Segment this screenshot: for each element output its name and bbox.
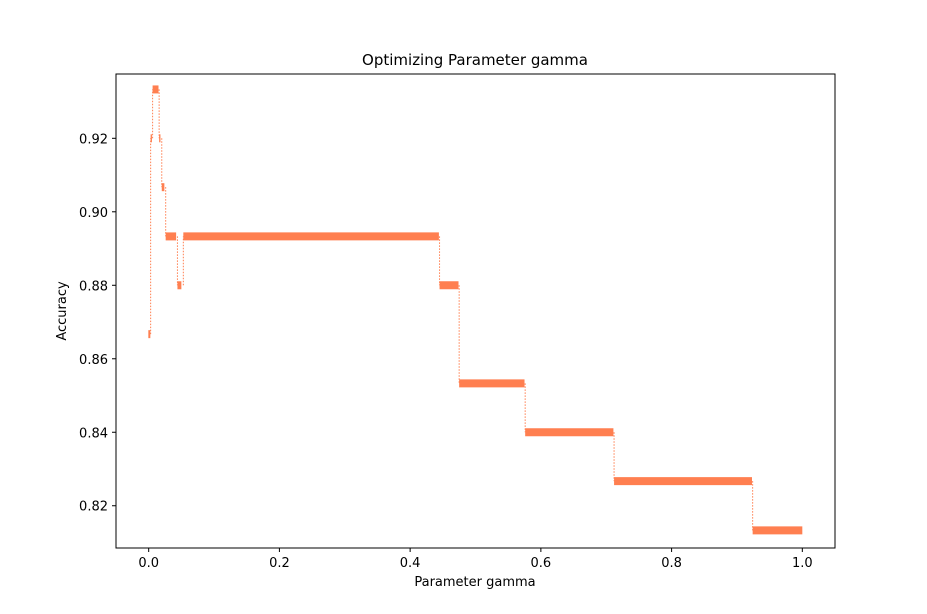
x-tick-label: 0.4 bbox=[400, 556, 421, 571]
x-tick-label: 0.2 bbox=[269, 556, 290, 571]
y-tick-label: 0.88 bbox=[79, 279, 108, 294]
x-axis-label: Parameter gamma bbox=[414, 575, 535, 590]
chart-title: Optimizing Parameter gamma bbox=[362, 51, 588, 69]
x-tick-label: 0.6 bbox=[531, 556, 552, 571]
y-tick-label: 0.92 bbox=[79, 132, 108, 147]
y-tick-label: 0.84 bbox=[79, 426, 108, 441]
y-axis-label: Accuracy bbox=[55, 281, 70, 341]
plot-data bbox=[148, 85, 803, 535]
x-tick-label: 1.0 bbox=[792, 556, 813, 571]
y-tick-label: 0.90 bbox=[79, 206, 108, 221]
x-axis: 0.0 0.2 0.4 0.6 0.8 1.0 bbox=[138, 548, 813, 571]
y-axis: 0.82 0.84 0.86 0.88 0.90 0.92 bbox=[79, 132, 116, 515]
plot-frame bbox=[115, 73, 836, 549]
x-tick-label: 0.0 bbox=[138, 556, 159, 571]
y-tick-label: 0.86 bbox=[79, 353, 108, 368]
y-tick-label: 0.82 bbox=[79, 500, 108, 515]
x-tick-label: 0.8 bbox=[661, 556, 682, 571]
